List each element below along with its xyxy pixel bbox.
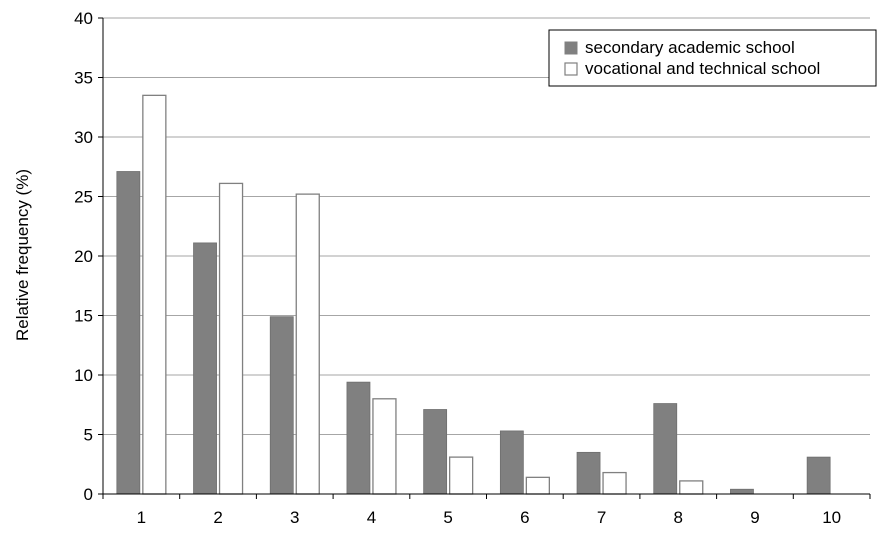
x-tick-label: 3 — [290, 508, 299, 527]
bar-secondary-6 — [499, 430, 524, 495]
legend: secondary academic school vocational and… — [548, 29, 877, 87]
x-tick-label: 7 — [597, 508, 606, 527]
bar-secondary-4 — [346, 381, 371, 495]
x-tick-label: 4 — [367, 508, 376, 527]
y-tick-label: 40 — [74, 9, 93, 28]
y-axis-title: Relative frequency (%) — [13, 169, 32, 341]
bar-vocational-2 — [218, 182, 244, 495]
x-tick-label: 8 — [674, 508, 683, 527]
y-tick-label: 25 — [74, 188, 93, 207]
x-tick-label: 1 — [137, 508, 146, 527]
bar-vocational-7 — [602, 471, 627, 495]
y-tick-label: 15 — [74, 307, 93, 326]
y-tick-label: 35 — [74, 69, 93, 88]
bar-vocational-3 — [295, 193, 320, 495]
bar-secondary-7 — [576, 451, 601, 495]
bar-secondary-3 — [269, 316, 294, 495]
y-tick-labels: 0 5 10 15 20 25 30 35 40 — [74, 9, 93, 504]
x-tick-labels: 1 2 3 4 5 6 7 8 9 10 — [137, 508, 841, 527]
bar-secondary-10 — [806, 456, 831, 495]
bar-secondary-9 — [730, 488, 754, 495]
bar-vocational-5 — [448, 456, 474, 495]
legend-label-vocational: vocational and technical school — [585, 59, 820, 78]
y-tick-label: 5 — [84, 426, 93, 445]
x-tick-label: 6 — [520, 508, 529, 527]
bar-secondary-1 — [116, 171, 141, 495]
bar-vocational-6 — [525, 476, 550, 495]
legend-box — [548, 29, 877, 87]
y-tick-label: 0 — [84, 485, 93, 504]
x-tick-label: 10 — [822, 508, 841, 527]
bar-vocational-4 — [372, 398, 397, 495]
y-tick-label: 10 — [74, 366, 93, 385]
axes — [98, 17, 871, 499]
legend-label-secondary: secondary academic school — [585, 38, 795, 57]
y-tick-label: 20 — [74, 247, 93, 266]
x-tick-label: 2 — [213, 508, 222, 527]
bar-secondary-5 — [423, 409, 448, 495]
x-tick-label: 5 — [443, 508, 452, 527]
bar-vocational-8 — [679, 480, 704, 495]
x-tick-label: 9 — [750, 508, 759, 527]
bar-vocational-1 — [142, 94, 167, 495]
legend-swatch-vocational — [564, 62, 578, 76]
bar-secondary-8 — [653, 403, 678, 495]
legend-swatch-secondary — [564, 41, 578, 55]
bar-secondary-2 — [193, 242, 217, 495]
y-tick-label: 30 — [74, 128, 93, 147]
